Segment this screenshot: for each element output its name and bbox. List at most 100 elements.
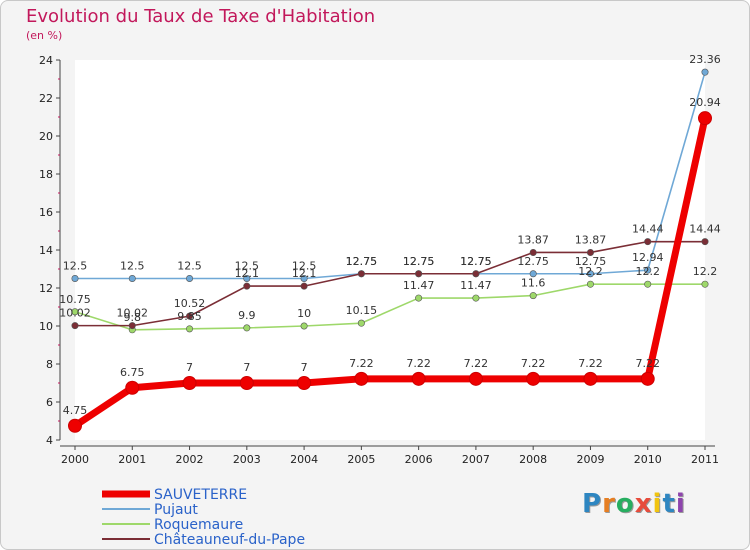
data-label: 12.75 (460, 255, 492, 268)
x-tick-label: 2000 (61, 453, 89, 466)
data-point (182, 376, 197, 390)
data-label: 11.47 (460, 279, 492, 292)
y-tick-label: 4 (46, 434, 53, 447)
data-label: 12.5 (235, 260, 260, 273)
data-point (243, 324, 251, 332)
data-point (68, 418, 82, 433)
data-point (644, 266, 652, 274)
data-label: 12.2 (578, 265, 603, 278)
data-label: 12.2 (635, 265, 660, 278)
data-label: 12.75 (346, 255, 378, 268)
data-label: 13.87 (517, 233, 549, 246)
data-point (297, 376, 312, 390)
data-label: 10.15 (346, 304, 378, 317)
y-tick-label: 12 (39, 282, 53, 295)
data-point (526, 371, 541, 386)
data-point (128, 274, 136, 282)
data-point (128, 322, 136, 330)
data-label: 12.2 (693, 265, 718, 278)
data-point (583, 371, 598, 386)
data-label: 7.22 (406, 357, 431, 370)
data-label: 11.47 (403, 279, 435, 292)
legend-label: Roquemaure (154, 517, 243, 533)
data-point (357, 270, 365, 278)
y-tick-label: 16 (39, 206, 53, 219)
data-label: 10.02 (59, 307, 91, 320)
data-point (411, 371, 426, 386)
data-label: 10.75 (59, 293, 91, 306)
data-point (186, 325, 194, 333)
data-label: 7 (186, 361, 193, 374)
chart-title: Evolution du Taux de Taxe d'Habitation (26, 6, 376, 27)
data-point (125, 380, 140, 395)
x-tick-label: 2007 (462, 453, 490, 466)
data-point (468, 371, 483, 386)
data-point (472, 270, 480, 278)
x-tick-label: 2009 (576, 453, 604, 466)
y-tick-label: 18 (39, 168, 53, 181)
series-line-sauveterre (73, 117, 709, 429)
data-label: 11.6 (521, 277, 546, 290)
data-label: 12.75 (346, 255, 378, 268)
data-label: 9.8 (124, 311, 142, 324)
data-point (529, 292, 537, 300)
x-tick-label: 2005 (347, 453, 375, 466)
x-tick-label: 2001 (118, 453, 146, 466)
legend-label: Châteauneuf-du-Pape (154, 532, 305, 548)
data-point (701, 280, 709, 288)
logo-letter: t (662, 489, 676, 519)
y-tick-label: 14 (39, 244, 53, 257)
data-label: 7.22 (635, 357, 660, 370)
data-point (529, 270, 537, 278)
data-label: 10 (297, 307, 311, 320)
y-tick-label: 24 (39, 54, 53, 67)
data-point (300, 322, 308, 330)
data-point (300, 274, 308, 282)
data-label: 4.75 (63, 404, 88, 417)
data-label: 7.22 (349, 357, 374, 370)
data-label: 12.5 (120, 260, 145, 273)
data-label: 6.75 (120, 366, 145, 379)
data-label: 12.1 (235, 267, 260, 280)
legend-label: Pujaut (154, 502, 198, 518)
data-point (644, 280, 652, 288)
data-label: 12.5 (292, 260, 317, 273)
data-label: 20.94 (689, 96, 721, 109)
data-point (586, 248, 594, 256)
data-label: 14.44 (689, 223, 721, 236)
x-tick-label: 2010 (634, 453, 662, 466)
data-label: 9.9 (238, 309, 256, 322)
x-tick-label: 2011 (691, 453, 719, 466)
data-label: 7 (301, 361, 308, 374)
series-line-roquemaure (74, 283, 705, 331)
data-label: 7.22 (521, 357, 546, 370)
data-point (186, 274, 194, 282)
x-tick-label: 2004 (290, 453, 318, 466)
chart-subtitle: (en %) (26, 29, 63, 42)
logo-letter: x (634, 489, 653, 519)
logo-letter: o (615, 489, 635, 519)
data-point (186, 312, 194, 320)
data-label: 12.94 (632, 251, 664, 264)
data-point (586, 270, 594, 278)
data-point (243, 282, 251, 290)
data-label: 12.75 (575, 255, 607, 268)
data-point (243, 274, 251, 282)
data-point (472, 294, 480, 302)
data-label: 12.75 (403, 255, 435, 268)
data-label: 9.85 (177, 310, 202, 323)
y-tick-label: 10 (39, 320, 53, 333)
data-label: 12.5 (177, 260, 202, 273)
x-tick-label: 2006 (405, 453, 433, 466)
data-point (529, 248, 537, 256)
y-tick-label: 22 (39, 92, 53, 105)
data-label: 12.75 (403, 255, 435, 268)
data-label: 10.02 (117, 307, 149, 320)
y-tick-label: 6 (46, 396, 53, 409)
data-label: 23.36 (689, 53, 721, 66)
proxiti-logo: Proxiti (582, 489, 686, 519)
data-point (640, 371, 655, 386)
series-line-ch-teauneuf-du-pape (75, 240, 705, 327)
data-point (698, 111, 712, 126)
